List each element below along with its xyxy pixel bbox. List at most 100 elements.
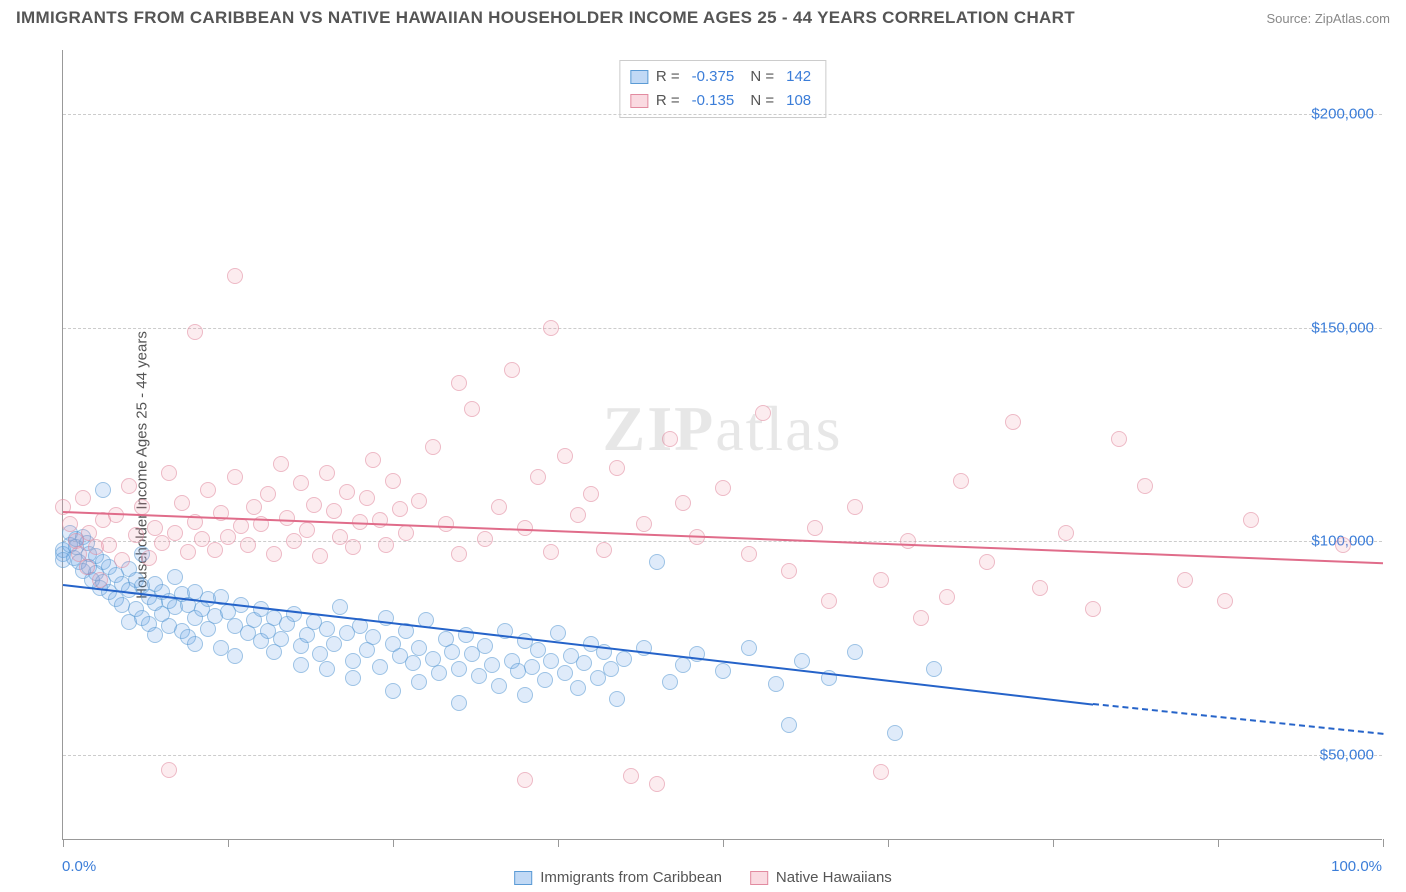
r-label: R =: [656, 65, 680, 89]
data-point: [491, 678, 507, 694]
data-point: [675, 495, 691, 511]
data-point: [167, 525, 183, 541]
data-point: [293, 657, 309, 673]
data-point: [537, 672, 553, 688]
n-label: N =: [746, 65, 774, 89]
data-point: [1058, 525, 1074, 541]
data-point: [306, 497, 322, 513]
data-point: [339, 484, 355, 500]
x-tick: [228, 839, 229, 847]
data-point: [464, 401, 480, 417]
data-point: [1137, 478, 1153, 494]
data-point: [299, 522, 315, 538]
data-point: [451, 695, 467, 711]
data-point: [755, 405, 771, 421]
data-point: [385, 473, 401, 489]
data-point: [332, 599, 348, 615]
y-tick-label: $150,000: [1311, 319, 1374, 336]
data-point: [187, 636, 203, 652]
data-point: [583, 486, 599, 502]
data-point: [319, 661, 335, 677]
data-point: [530, 469, 546, 485]
x-tick: [1383, 839, 1384, 847]
data-point: [1217, 593, 1233, 609]
data-point: [636, 516, 652, 532]
data-point: [312, 548, 328, 564]
gridline: [63, 328, 1382, 329]
data-point: [477, 638, 493, 654]
gridline: [63, 541, 1382, 542]
data-point: [411, 674, 427, 690]
data-point: [715, 663, 731, 679]
data-point: [807, 520, 823, 536]
data-point: [1177, 572, 1193, 588]
gridline: [63, 755, 1382, 756]
data-point: [240, 537, 256, 553]
chart-title: IMMIGRANTS FROM CARIBBEAN VS NATIVE HAWA…: [16, 8, 1075, 28]
data-point: [781, 717, 797, 733]
data-point: [79, 559, 95, 575]
data-point: [141, 550, 157, 566]
data-point: [953, 473, 969, 489]
data-point: [108, 507, 124, 523]
data-point: [345, 539, 361, 555]
data-point: [425, 651, 441, 667]
data-point: [504, 362, 520, 378]
data-point: [345, 670, 361, 686]
r-label: R =: [656, 89, 680, 113]
data-point: [207, 542, 223, 558]
legend-label: Immigrants from Caribbean: [540, 869, 722, 886]
data-point: [550, 625, 566, 641]
data-point: [477, 531, 493, 547]
data-point: [273, 631, 289, 647]
data-point: [101, 537, 117, 553]
data-point: [227, 268, 243, 284]
data-point: [227, 648, 243, 664]
data-point: [286, 606, 302, 622]
chart-container: Householder Income Ages 25 - 44 years ZI…: [0, 38, 1406, 892]
data-point: [174, 495, 190, 511]
legend-swatch: [750, 871, 768, 885]
data-point: [233, 518, 249, 534]
data-point: [273, 456, 289, 472]
data-point: [1085, 601, 1101, 617]
data-point: [266, 546, 282, 562]
data-point: [392, 501, 408, 517]
data-point: [75, 490, 91, 506]
data-point: [425, 439, 441, 455]
r-value: -0.375: [692, 65, 735, 89]
data-point: [365, 452, 381, 468]
data-point: [312, 646, 328, 662]
data-point: [847, 499, 863, 515]
data-point: [471, 668, 487, 684]
data-point: [200, 482, 216, 498]
gridline: [63, 114, 1382, 115]
x-tick: [888, 839, 889, 847]
data-point: [180, 544, 196, 560]
x-tick: [63, 839, 64, 847]
data-point: [451, 661, 467, 677]
data-point: [847, 644, 863, 660]
data-point: [121, 478, 137, 494]
trend-line: [63, 511, 1383, 564]
data-point: [609, 460, 625, 476]
r-value: -0.135: [692, 89, 735, 113]
data-point: [405, 655, 421, 671]
legend-swatch: [630, 70, 648, 84]
data-point: [524, 659, 540, 675]
data-point: [411, 493, 427, 509]
data-point: [1111, 431, 1127, 447]
legend-label: Native Hawaiians: [776, 869, 892, 886]
data-point: [926, 661, 942, 677]
data-point: [662, 674, 678, 690]
data-point: [741, 546, 757, 562]
data-point: [365, 629, 381, 645]
legend-swatch: [630, 94, 648, 108]
series-legend: Immigrants from Caribbean Native Hawaiian…: [514, 869, 892, 886]
watermark: ZIPatlas: [603, 392, 843, 466]
data-point: [95, 482, 111, 498]
data-point: [260, 486, 276, 502]
data-point: [187, 324, 203, 340]
legend-item: Immigrants from Caribbean: [514, 869, 722, 886]
data-point: [431, 665, 447, 681]
